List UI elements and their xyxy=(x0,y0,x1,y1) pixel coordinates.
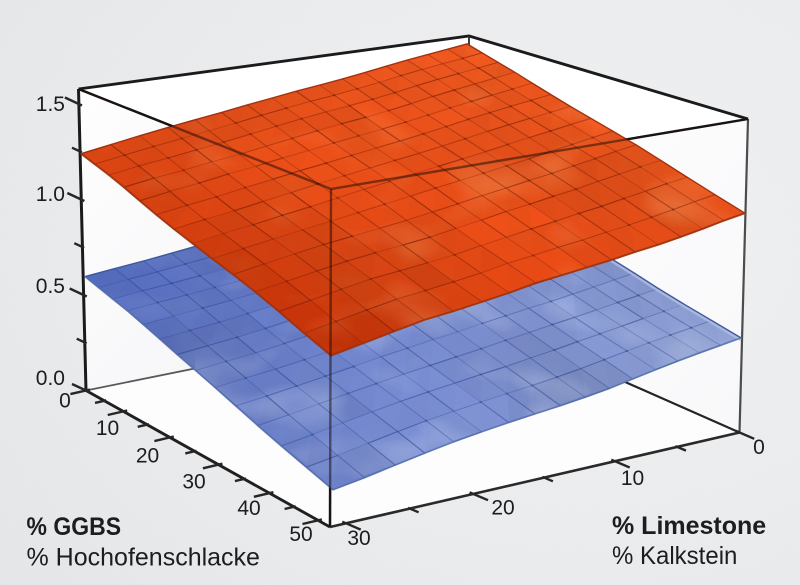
svg-text:1.5: 1.5 xyxy=(36,93,65,116)
svg-text:50: 50 xyxy=(289,523,312,546)
svg-text:0: 0 xyxy=(59,390,71,413)
svg-text:10: 10 xyxy=(96,417,119,440)
svg-text:% Kalkstein: % Kalkstein xyxy=(612,542,737,570)
svg-text:% Hochofenschlacke: % Hochofenschlacke xyxy=(27,544,260,572)
svg-text:20: 20 xyxy=(491,497,514,520)
svg-text:1.0: 1.0 xyxy=(36,183,65,206)
svg-text:% GGBS: % GGBS xyxy=(27,513,122,541)
svg-text:30: 30 xyxy=(347,527,370,550)
svg-text:20: 20 xyxy=(136,445,159,468)
svg-text:% Limestone: % Limestone xyxy=(612,512,766,540)
svg-text:0: 0 xyxy=(753,436,765,459)
svg-text:0.5: 0.5 xyxy=(36,275,65,298)
svg-text:10: 10 xyxy=(621,467,644,490)
svg-text:0.0: 0.0 xyxy=(36,367,65,390)
svg-text:30: 30 xyxy=(182,471,205,494)
svg-text:40: 40 xyxy=(237,497,260,520)
